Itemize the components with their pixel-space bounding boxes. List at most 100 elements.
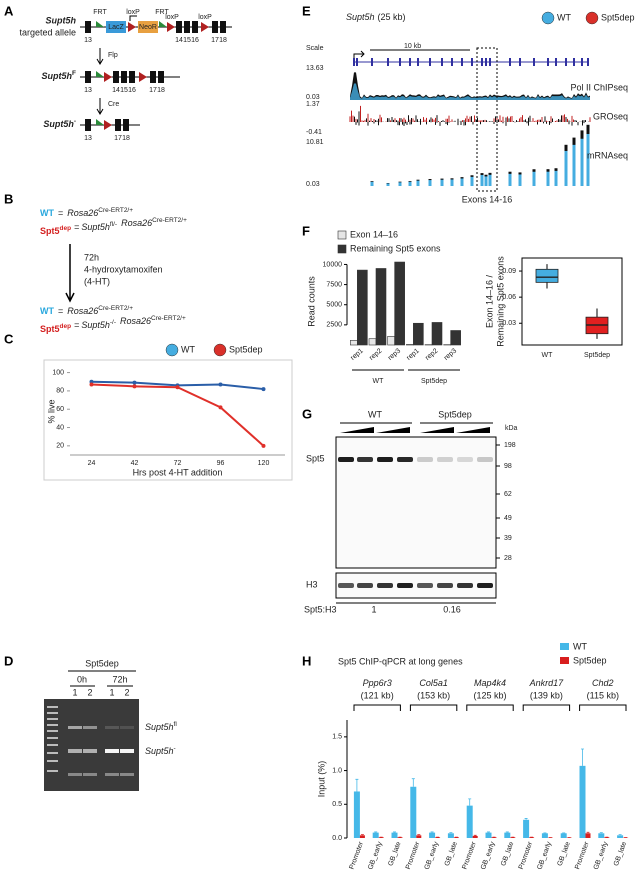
genotype: Spt5dep = Supt5hfl/- Rosa26Cre-ERT2/+ bbox=[40, 217, 187, 237]
gel-lane: 1 bbox=[72, 687, 77, 697]
y-tick-label: 80 bbox=[56, 388, 64, 395]
point bbox=[175, 385, 180, 390]
gene-exon bbox=[485, 58, 487, 66]
bar bbox=[598, 833, 605, 838]
gel-band bbox=[105, 749, 119, 753]
legend-label: WT bbox=[573, 641, 587, 651]
plot-frame bbox=[521, 257, 623, 346]
track-signal bbox=[564, 150, 568, 186]
genotype-part: = bbox=[74, 222, 79, 232]
blot-band bbox=[477, 457, 493, 462]
track-signal bbox=[450, 179, 454, 186]
gene-exon bbox=[489, 58, 491, 66]
marker-label: 198 bbox=[504, 442, 516, 449]
legend-label: Remaining Spt5 exons bbox=[350, 243, 441, 253]
genotype-part: = bbox=[74, 320, 79, 330]
gel-band bbox=[105, 726, 119, 729]
panel-label: A bbox=[4, 3, 14, 18]
exon bbox=[150, 71, 156, 83]
legend-swatch bbox=[560, 657, 569, 664]
genotype-part: WT bbox=[40, 208, 54, 218]
allele-name-part: F bbox=[72, 70, 76, 77]
chart-title: Spt5 ChIP-qPCR at long genes bbox=[338, 656, 463, 666]
gene-bracket bbox=[466, 704, 514, 711]
ratio-value: 1 bbox=[371, 604, 376, 614]
highlight-box bbox=[476, 47, 498, 192]
exon-number: 18 bbox=[219, 37, 227, 44]
exon-number: 13 bbox=[84, 135, 92, 142]
gel-time: 72h bbox=[112, 674, 127, 684]
blot-band bbox=[397, 583, 413, 588]
point bbox=[261, 387, 266, 392]
gene-label: Col5a1 bbox=[419, 678, 448, 688]
gel-band bbox=[83, 773, 97, 776]
track-signal bbox=[370, 181, 374, 186]
gel-band bbox=[120, 773, 134, 776]
group-label: WT bbox=[373, 378, 385, 385]
genotype-part: Spt5 bbox=[40, 324, 60, 334]
gene-exon bbox=[387, 58, 389, 66]
band-label: H3 bbox=[306, 579, 318, 589]
x-tick-label: 120 bbox=[258, 460, 270, 467]
blot-band bbox=[477, 583, 493, 588]
blot-band bbox=[338, 457, 354, 462]
error-bar bbox=[581, 748, 584, 766]
error-bar bbox=[360, 834, 364, 836]
site-label: loxP bbox=[198, 14, 212, 21]
track-signal bbox=[416, 180, 420, 186]
bar bbox=[372, 832, 379, 838]
error-bar bbox=[618, 834, 622, 836]
bar bbox=[410, 786, 417, 838]
x-tick-label: 72 bbox=[174, 460, 182, 467]
loxp-site bbox=[128, 22, 136, 32]
ladder-band bbox=[47, 712, 58, 714]
exon bbox=[113, 71, 119, 83]
error-bar bbox=[393, 831, 396, 833]
point bbox=[89, 379, 94, 384]
error-bar bbox=[599, 832, 603, 834]
bar bbox=[604, 837, 610, 838]
marker-label: 98 bbox=[504, 463, 512, 470]
genotype-part: -/- bbox=[110, 319, 116, 326]
exon-number: 15 bbox=[183, 37, 191, 44]
x-tick-label: GB_late bbox=[387, 841, 402, 867]
scale-label: Scale bbox=[306, 45, 324, 52]
exon-number: 18 bbox=[122, 135, 130, 142]
track-signal bbox=[428, 180, 432, 186]
ladder-band bbox=[47, 706, 58, 708]
gel-lane: 1 bbox=[109, 687, 114, 697]
track-signal bbox=[554, 170, 558, 186]
gene-exon bbox=[565, 58, 567, 66]
error-bar bbox=[468, 798, 472, 806]
bar bbox=[359, 835, 365, 838]
y-tick-label: 0.03 bbox=[502, 320, 516, 327]
error-bar bbox=[374, 831, 378, 833]
y-tick-label: 0.06 bbox=[502, 294, 516, 301]
track-signal bbox=[532, 171, 536, 186]
treatment: 72h bbox=[84, 252, 99, 262]
gel-band-label: Supt5h- bbox=[145, 745, 176, 757]
panel-label: E bbox=[302, 3, 311, 18]
cassette-label: LacZ bbox=[108, 24, 124, 31]
exon bbox=[176, 21, 182, 33]
track-max: 10.81 bbox=[306, 139, 324, 146]
track-signal bbox=[408, 181, 412, 186]
exon bbox=[85, 21, 91, 33]
gene-label-part: Ankrd17 bbox=[529, 678, 565, 688]
cassette-label: NeoR bbox=[139, 24, 157, 31]
gene-size: (139 kb) bbox=[530, 690, 563, 700]
point bbox=[218, 382, 223, 387]
x-tick-label: rep1 bbox=[406, 348, 421, 362]
track-min: 0.03 bbox=[306, 181, 320, 188]
panel-label: C bbox=[4, 331, 14, 346]
browser-title: Supt5h (25 kb) bbox=[346, 12, 406, 22]
gene-exon bbox=[429, 58, 431, 66]
legend-swatch bbox=[337, 230, 347, 240]
bar bbox=[466, 805, 473, 838]
track-max: 13.63 bbox=[306, 65, 324, 72]
y-tick-label: 40 bbox=[56, 424, 64, 431]
loxp-site bbox=[104, 120, 112, 130]
gene-exon bbox=[461, 58, 463, 66]
bar bbox=[394, 261, 405, 346]
